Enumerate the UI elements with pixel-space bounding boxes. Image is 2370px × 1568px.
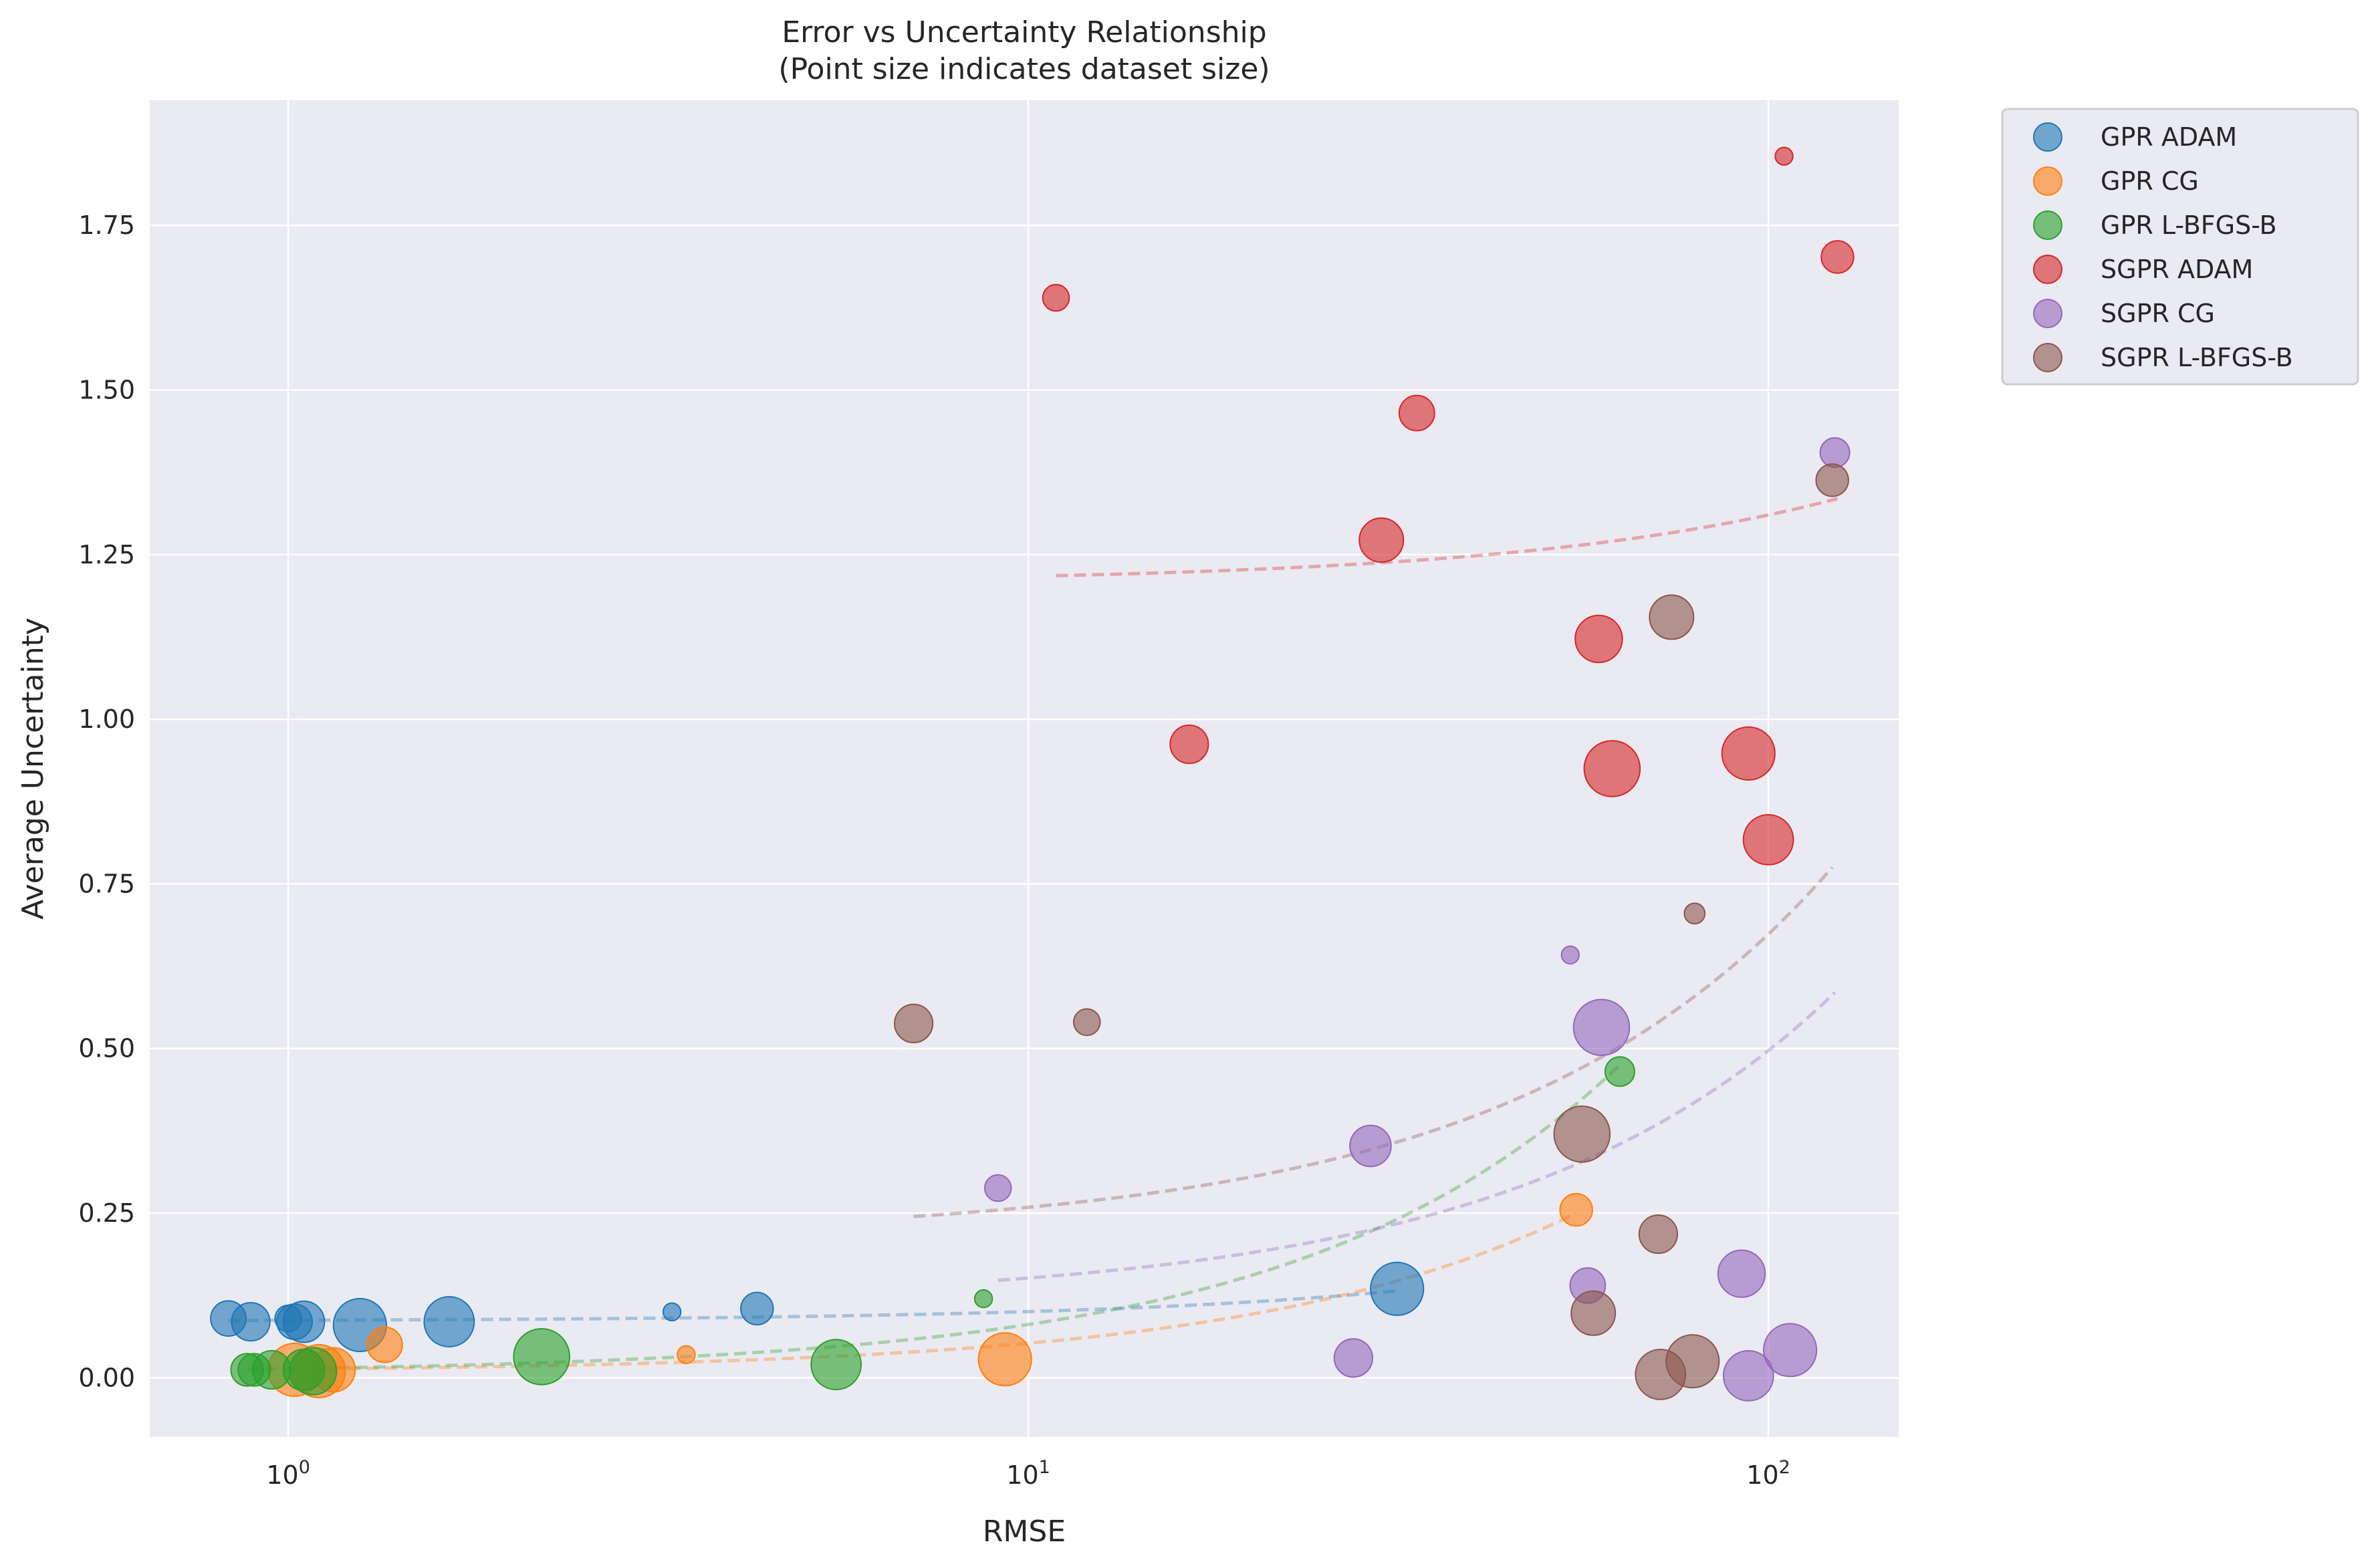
data-point — [1815, 463, 1849, 497]
data-point — [973, 1289, 993, 1309]
data-point — [1333, 1338, 1374, 1378]
y-tick-label: 0.50 — [78, 1034, 135, 1063]
data-point — [1358, 517, 1405, 563]
chart-subtitle: (Point size indicates dataset size) — [778, 52, 1270, 86]
legend: GPR ADAM GPR CG GPR L-BFGS-B SGPR ADAM SGPR … — [2001, 108, 2359, 386]
legend-marker — [2033, 299, 2062, 328]
data-point — [1572, 999, 1631, 1056]
data-point — [1638, 1214, 1679, 1255]
data-points — [210, 146, 1855, 1402]
data-point — [274, 1304, 302, 1333]
legend-label: SGPR CG — [2101, 299, 2215, 328]
data-point — [1762, 1323, 1818, 1378]
data-point — [1722, 1349, 1774, 1402]
data-point — [1820, 240, 1855, 274]
legend-label: GPR ADAM — [2101, 122, 2237, 152]
data-point — [1042, 283, 1070, 312]
trend-lines — [228, 497, 1839, 1371]
data-point — [810, 1339, 862, 1391]
data-point — [513, 1328, 570, 1386]
data-point — [1072, 1008, 1101, 1037]
y-tick-label: 1.25 — [78, 540, 135, 569]
data-point — [423, 1296, 475, 1347]
legend-label: SGPR L-BFGS-B — [2101, 343, 2293, 372]
data-point — [1574, 614, 1623, 664]
data-point — [1553, 1105, 1611, 1163]
y-tick-label: 0.00 — [78, 1363, 135, 1392]
x-axis-label: RMSE — [983, 1515, 1066, 1549]
data-point — [662, 1302, 682, 1322]
data-point — [894, 1003, 934, 1043]
data-point — [1560, 945, 1580, 965]
trend-line — [997, 991, 1836, 1282]
legend-box — [2001, 108, 2359, 386]
y-axis-ticks: 0.00 0.25 0.50 0.75 1.00 1.25 1.50 1.75 — [78, 211, 135, 1392]
data-point — [1649, 594, 1695, 640]
data-point — [740, 1291, 774, 1326]
y-axis-label: Average Uncertainty — [16, 618, 50, 920]
y-tick-label: 0.75 — [78, 869, 135, 898]
legend-marker — [2033, 255, 2062, 284]
trend-line — [1056, 497, 1839, 577]
y-tick-label: 0.25 — [78, 1198, 135, 1228]
data-point — [1721, 726, 1776, 781]
data-point — [983, 1174, 1012, 1202]
x-axis-ticks: 100 101 102 — [266, 1457, 1790, 1490]
data-point — [1683, 902, 1706, 925]
data-point — [1819, 437, 1851, 469]
trend-line — [294, 1211, 1577, 1371]
data-point — [977, 1332, 1032, 1387]
legend-marker — [2033, 343, 2062, 372]
legend-label: SGPR ADAM — [2101, 255, 2253, 284]
data-point — [1570, 1290, 1617, 1336]
chart-title: Error vs Uncertainty Relationship — [782, 15, 1266, 49]
data-point — [366, 1326, 403, 1363]
data-point — [237, 1353, 271, 1387]
data-point — [1559, 1192, 1593, 1227]
legend-label: GPR L-BFGS-B — [2101, 211, 2277, 240]
y-tick-label: 1.50 — [78, 375, 135, 404]
trend-line — [228, 1289, 1397, 1323]
legend-marker — [2033, 166, 2062, 196]
data-point — [1583, 740, 1641, 797]
data-point — [677, 1345, 696, 1365]
legend-marker — [2033, 122, 2062, 152]
data-point — [210, 1300, 247, 1337]
trend-line — [913, 866, 1834, 1218]
data-point — [1169, 724, 1209, 765]
data-point — [1370, 1261, 1425, 1316]
data-point — [1349, 1124, 1392, 1168]
legend-label: GPR CG — [2101, 166, 2199, 196]
data-point — [1398, 394, 1435, 432]
y-tick-label: 1.00 — [78, 704, 135, 734]
trend-line — [247, 1063, 1621, 1371]
data-point — [1774, 146, 1794, 166]
data-point — [1604, 1056, 1635, 1087]
data-point — [1635, 1349, 1687, 1400]
data-point — [1717, 1249, 1766, 1298]
legend-marker — [2033, 211, 2062, 240]
y-tick-label: 1.75 — [78, 211, 135, 240]
data-point — [1742, 814, 1794, 866]
